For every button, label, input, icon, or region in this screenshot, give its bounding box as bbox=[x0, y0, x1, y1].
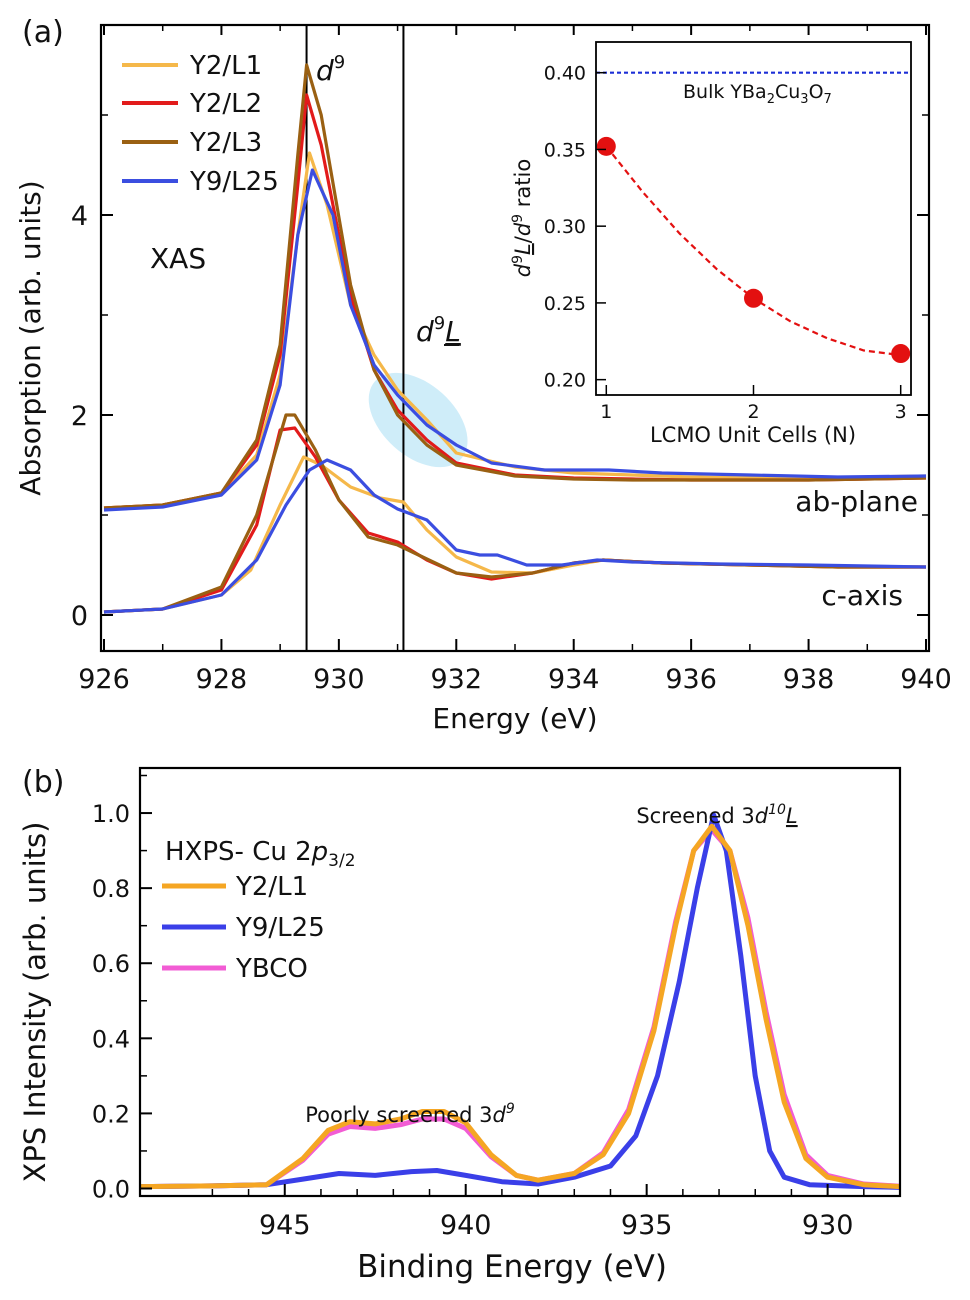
panel-a-legend: Y2/L1 Y2/L2 Y2/L3 Y9/L25 bbox=[122, 51, 279, 197]
panel-a-xlabel: Energy (eV) bbox=[432, 702, 597, 735]
inset-ytick-label-4: 0.40 bbox=[544, 63, 586, 85]
panel-b-label: (b) bbox=[22, 765, 64, 800]
panel-a-plot-label: XAS bbox=[150, 242, 206, 275]
inset-point-1 bbox=[596, 136, 616, 156]
group-label-ab-plane: ab-plane bbox=[795, 485, 918, 518]
group-label-c-axis: c-axis bbox=[821, 579, 903, 612]
b-ytick-label-2: 0.4 bbox=[92, 1025, 130, 1053]
b-ytick-label-3: 0.6 bbox=[92, 950, 130, 978]
series-Y9-L25-c-axis bbox=[103, 458, 927, 614]
a-xtick-label-932: 932 bbox=[431, 664, 483, 695]
b-series-Y2-L1 bbox=[139, 823, 901, 1190]
a-ytick-label-2: 2 bbox=[71, 401, 88, 432]
a-xtick-label-940: 940 bbox=[900, 664, 952, 695]
legend-item-Y2-L1: Y2/L1 bbox=[122, 51, 262, 81]
a-ytick-label-0: 0 bbox=[71, 601, 88, 632]
legend-item-b-Y9-L25: Y9/L25 bbox=[162, 913, 325, 943]
b-series-Y9-L25 bbox=[139, 812, 901, 1190]
inset-ytick-label-3: 0.35 bbox=[544, 139, 586, 161]
series-Y2-L2-c-axis bbox=[103, 426, 926, 614]
panel-a-label: (a) bbox=[22, 15, 64, 50]
panel-a-ticks: 926 928 930 932 934 936 938 940 0 2 4 bbox=[71, 25, 952, 695]
panel-b-legend: Y2/L1 Y9/L25 YBCO bbox=[162, 872, 325, 984]
inset-xlabel: LCMO Unit Cells (N) bbox=[650, 423, 856, 447]
series-Y2-L3-ab-plane bbox=[103, 63, 927, 510]
legend-label-Y2-L3: Y2/L3 bbox=[189, 128, 262, 158]
panel-b: (b) 945 940 935 930 0.0 0.2 0.4 0.6 0.8 1.0 Bindi… bbox=[18, 765, 902, 1285]
b-ytick-label-5: 1.0 bbox=[92, 800, 130, 828]
legend-label-b-YBCO: YBCO bbox=[235, 954, 308, 984]
series-Y2-L1-ab-plane bbox=[103, 151, 927, 510]
legend-item-Y9-L25: Y9/L25 bbox=[122, 167, 279, 197]
inset-ytick-label-2: 0.30 bbox=[544, 216, 586, 238]
a-xtick-label-934: 934 bbox=[548, 664, 600, 695]
a-xtick-label-938: 938 bbox=[783, 664, 835, 695]
annotation-screened: Screened 3d10L bbox=[636, 802, 797, 828]
a-xtick-label-926: 926 bbox=[78, 664, 130, 695]
legend-item-Y2-L3: Y2/L3 bbox=[122, 128, 262, 158]
b-xtick-label-935: 935 bbox=[621, 1210, 673, 1241]
legend-item-b-YBCO: YBCO bbox=[162, 954, 308, 984]
inset-background bbox=[596, 42, 911, 395]
legend-label-Y9-L25: Y9/L25 bbox=[189, 167, 279, 197]
inset-ytick-label-1: 0.25 bbox=[544, 293, 586, 315]
inset-point-2 bbox=[744, 288, 763, 308]
inset-xtick-label-1: 1 bbox=[600, 401, 612, 423]
d9L-peak-label: d9L bbox=[416, 313, 461, 348]
legend-label-b-Y9-L25: Y9/L25 bbox=[235, 913, 325, 943]
d9L-highlight-region bbox=[368, 372, 468, 468]
series-Y9-L25-ab-plane bbox=[103, 168, 927, 512]
legend-label-Y2-L2: Y2/L2 bbox=[189, 89, 262, 119]
b-xtick-label-940: 940 bbox=[440, 1210, 492, 1241]
b-xtick-label-945: 945 bbox=[259, 1210, 311, 1241]
inset-xtick-label-2: 2 bbox=[747, 401, 759, 423]
inset-ylabel: d9L/d9 ratio bbox=[510, 159, 535, 277]
panel-b-ylabel: XPS Intensity (arb. units) bbox=[18, 822, 52, 1183]
inset-content bbox=[596, 71, 911, 364]
legend-item-b-Y2-L1: Y2/L1 bbox=[162, 872, 308, 902]
panel-a-highlight bbox=[368, 372, 468, 468]
b-ytick-label-0: 0.0 bbox=[92, 1175, 130, 1203]
legend-label-Y2-L1: Y2/L1 bbox=[189, 51, 262, 81]
panel-a: (a) 926 928 930 932 934 936 938 940 0 2 4 Energy (… bbox=[14, 15, 952, 735]
inset-ytick-label-0: 0.20 bbox=[544, 370, 586, 392]
panel-a-ylabel: Absorption (arb. units) bbox=[14, 180, 47, 495]
a-xtick-label-930: 930 bbox=[313, 664, 365, 695]
inset: 1 2 3 0.20 0.25 0.30 0.35 0.40 LCMO Unit Cells … bbox=[510, 41, 912, 447]
panel-b-frame bbox=[138, 766, 902, 1198]
panel-b-ticks: 945 940 935 930 0.0 0.2 0.4 0.6 0.8 1.0 bbox=[92, 774, 865, 1241]
bulk-reference-label: Bulk YBa2Cu3O7 bbox=[683, 81, 832, 107]
b-ytick-label-1: 0.2 bbox=[92, 1100, 130, 1128]
a-xtick-label-928: 928 bbox=[196, 664, 248, 695]
legend-title-hxps: HXPS- Cu 2p3/2 bbox=[165, 837, 356, 871]
a-ytick-label-4: 4 bbox=[71, 201, 88, 232]
panel-b-xlabel: Binding Energy (eV) bbox=[357, 1249, 667, 1285]
panel-b-series bbox=[139, 812, 901, 1190]
legend-item-Y2-L2: Y2/L2 bbox=[122, 89, 262, 119]
legend-label-b-Y2-L1: Y2/L1 bbox=[235, 872, 308, 902]
panel-a-series bbox=[103, 63, 927, 614]
inset-ticks: 1 2 3 0.20 0.25 0.30 0.35 0.40 bbox=[544, 63, 907, 423]
a-xtick-label-936: 936 bbox=[665, 664, 717, 695]
inset-xtick-label-3: 3 bbox=[895, 401, 907, 423]
b-ytick-label-4: 0.8 bbox=[92, 875, 130, 903]
inset-point-3 bbox=[891, 344, 911, 364]
d9-peak-label: d9 bbox=[316, 52, 345, 87]
b-xtick-label-930: 930 bbox=[802, 1210, 854, 1241]
annotation-poorly-screened: Poorly screened 3d9 bbox=[305, 1101, 515, 1127]
